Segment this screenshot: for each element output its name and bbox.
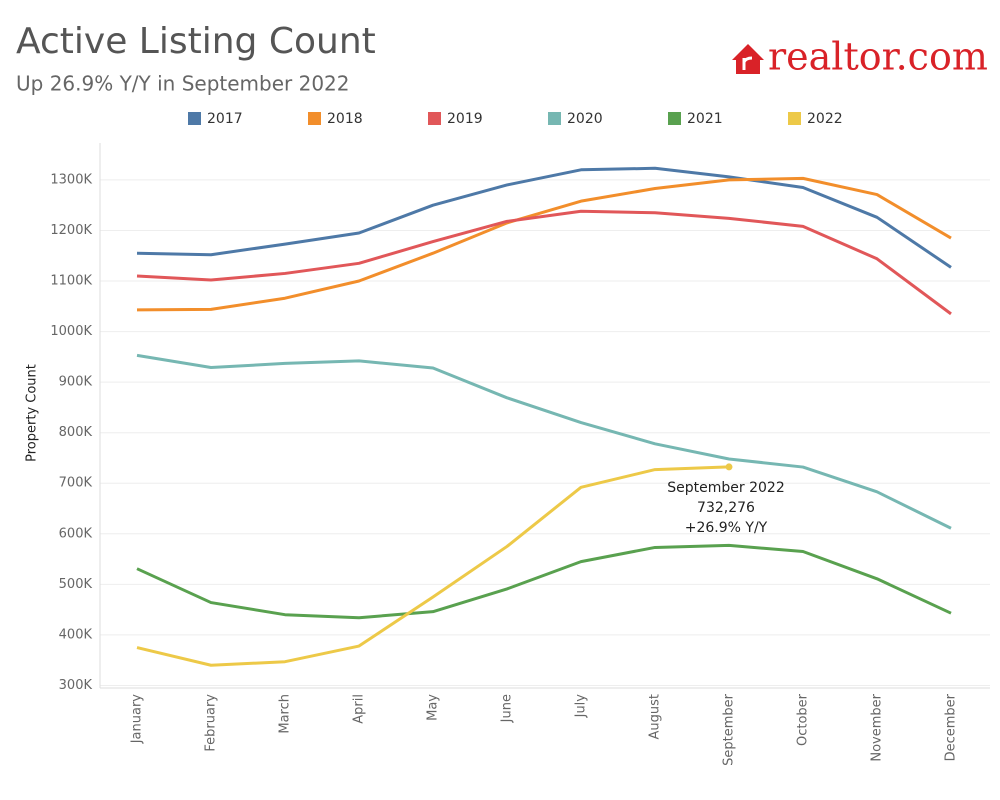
series-line [136, 176, 952, 312]
y-tick-label: 700K [59, 476, 93, 491]
x-tick-label: September [722, 693, 737, 766]
legend-label: 2020 [567, 111, 603, 127]
y-tick-label: 1200K [50, 223, 92, 238]
x-tick-label: March [278, 694, 293, 734]
annotation: +26.9% Y/Y [685, 520, 768, 536]
legend-swatch [548, 112, 561, 125]
y-tick-label: 600K [59, 526, 93, 541]
y-tick-label: 500K [59, 577, 93, 592]
y-tick-label: 300K [59, 678, 93, 693]
x-tick-label: February [204, 694, 219, 752]
x-tick-label: August [648, 694, 663, 740]
chart-title: Active Listing Count [16, 21, 376, 62]
x-tick-label: July [574, 694, 589, 719]
legend-label: 2021 [687, 111, 723, 127]
y-tick-label: 1300K [50, 172, 92, 187]
chart-subtitle: Up 26.9% Y/Y in September 2022 [16, 72, 350, 96]
y-tick-label: 1100K [50, 274, 92, 289]
x-tick-label: June [500, 694, 515, 723]
x-tick-label: October [796, 693, 811, 746]
y-tick-label: 900K [59, 375, 93, 390]
legend-swatch [188, 112, 201, 125]
series-line [136, 209, 952, 316]
logo-icon [732, 44, 764, 74]
legend-swatch [788, 112, 801, 125]
value-label: 732,276 [697, 500, 755, 516]
annotation: September 2022 [667, 480, 784, 496]
legend-swatch [308, 112, 321, 125]
series-line [136, 543, 952, 620]
y-tick-label: 1000K [50, 324, 92, 339]
legend-label: 2017 [207, 111, 243, 127]
y-tick-label: 800K [59, 425, 93, 440]
y-axis-label: Property Count [25, 364, 40, 462]
y-tick-label: 400K [59, 627, 93, 642]
legend-swatch [428, 112, 441, 125]
logo: realtor.com [768, 35, 988, 79]
legend-label: 2022 [807, 111, 843, 127]
x-tick-label: December [944, 693, 959, 761]
point-marker [725, 463, 733, 471]
x-tick-label: April [352, 694, 367, 724]
legend-swatch [668, 112, 681, 125]
series-line [136, 166, 952, 269]
legend-label: 2018 [327, 111, 363, 127]
x-tick-label: January [130, 694, 145, 745]
series-line [136, 353, 952, 530]
x-tick-label: May [426, 694, 441, 721]
series-line [136, 465, 730, 667]
x-tick-label: November [870, 693, 885, 761]
legend-label: 2019 [447, 111, 483, 127]
